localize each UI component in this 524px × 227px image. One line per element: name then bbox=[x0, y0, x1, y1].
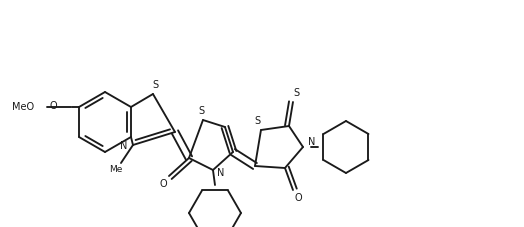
Text: Me: Me bbox=[110, 165, 123, 175]
Text: O: O bbox=[294, 193, 302, 203]
Text: N: N bbox=[217, 168, 225, 178]
Text: S: S bbox=[254, 116, 260, 126]
Text: O: O bbox=[49, 101, 57, 111]
Text: S: S bbox=[198, 106, 204, 116]
Text: S: S bbox=[293, 88, 299, 98]
Text: O: O bbox=[159, 179, 167, 189]
Text: S: S bbox=[152, 80, 158, 90]
Text: N: N bbox=[121, 141, 128, 151]
Text: MeO: MeO bbox=[12, 102, 34, 112]
Text: N: N bbox=[308, 137, 315, 147]
